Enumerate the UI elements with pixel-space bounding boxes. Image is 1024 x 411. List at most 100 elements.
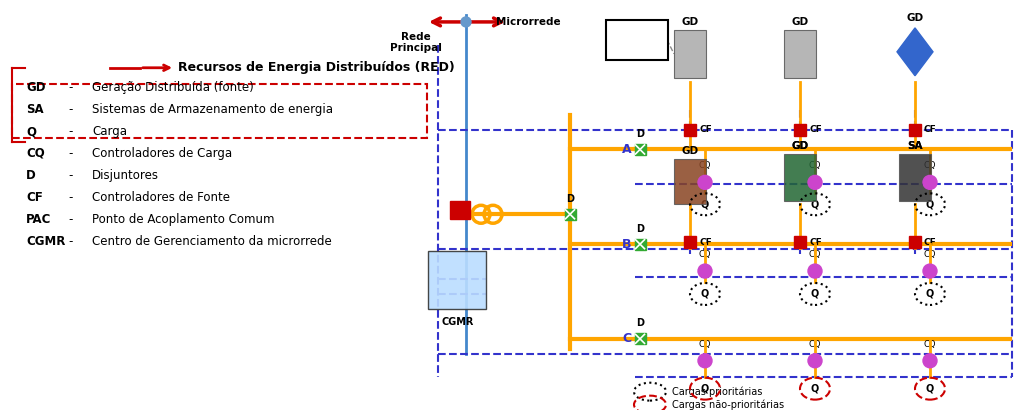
Text: -: -	[68, 147, 73, 160]
Text: SA: SA	[907, 141, 923, 152]
Text: Controladores de Carga: Controladores de Carga	[92, 147, 232, 160]
Text: Disjuntores: Disjuntores	[92, 169, 159, 182]
Bar	[450, 201, 470, 219]
Text: Q: Q	[926, 289, 934, 299]
Bar	[564, 209, 575, 220]
Text: CQ: CQ	[26, 147, 45, 160]
Circle shape	[461, 17, 471, 27]
Bar	[635, 239, 645, 249]
Text: GD: GD	[26, 81, 45, 94]
Text: B: B	[622, 238, 632, 251]
Text: A: A	[622, 143, 632, 156]
Text: SA: SA	[907, 141, 923, 152]
Text: CQ: CQ	[698, 250, 712, 259]
FancyBboxPatch shape	[606, 20, 668, 60]
Text: PAC: PAC	[451, 207, 470, 216]
Text: CGMR: CGMR	[441, 317, 474, 327]
Circle shape	[698, 264, 712, 278]
Text: Q: Q	[700, 199, 710, 209]
Bar	[428, 251, 486, 309]
Text: Q: Q	[811, 384, 819, 394]
Text: CQ: CQ	[809, 162, 821, 171]
Bar	[635, 333, 645, 344]
Text: Q: Q	[811, 289, 819, 299]
Text: Q: Q	[700, 289, 710, 299]
Text: CQ: CQ	[698, 162, 712, 171]
Text: CQ: CQ	[924, 162, 936, 171]
Bar	[909, 236, 921, 248]
Text: CF: CF	[924, 238, 937, 247]
Text: -: -	[68, 213, 73, 226]
Bar	[684, 124, 696, 136]
Text: Ponto de Acoplamento Comum: Ponto de Acoplamento Comum	[92, 213, 274, 226]
Text: D: D	[636, 224, 644, 234]
Circle shape	[808, 175, 822, 189]
Text: CF: CF	[809, 125, 821, 134]
Text: CQ: CQ	[809, 250, 821, 259]
Text: CF: CF	[699, 125, 712, 134]
Bar	[684, 236, 696, 248]
Bar	[674, 30, 706, 78]
Text: Q: Q	[700, 384, 710, 394]
Text: CF: CF	[26, 191, 43, 204]
Text: Rede
Principal: Rede Principal	[390, 32, 442, 53]
Text: PAC: PAC	[26, 213, 51, 226]
Text: SA: SA	[26, 103, 44, 116]
Text: C: C	[622, 332, 631, 345]
Text: Q: Q	[811, 199, 819, 209]
Circle shape	[808, 264, 822, 278]
Bar	[794, 236, 806, 248]
Text: GD: GD	[681, 17, 698, 27]
Circle shape	[923, 354, 937, 368]
Text: GD: GD	[792, 141, 809, 152]
Text: -: -	[68, 103, 73, 116]
Text: Controladores de Fonte: Controladores de Fonte	[92, 191, 230, 204]
Text: CF: CF	[699, 238, 712, 247]
Bar	[909, 124, 921, 136]
Bar	[674, 159, 706, 204]
Text: D: D	[636, 319, 644, 328]
Bar	[899, 155, 931, 201]
Circle shape	[808, 354, 822, 368]
Text: CF: CF	[924, 125, 937, 134]
Text: CQ: CQ	[924, 250, 936, 259]
Text: Geração Distribuída (fonte): Geração Distribuída (fonte)	[92, 81, 254, 94]
Text: CF: CF	[809, 238, 821, 247]
Text: D: D	[26, 169, 36, 182]
Text: Microrrede: Microrrede	[496, 17, 560, 27]
Text: CQ: CQ	[698, 340, 712, 349]
Text: Q: Q	[26, 125, 36, 138]
Circle shape	[698, 354, 712, 368]
Text: GD: GD	[906, 13, 924, 23]
Bar	[784, 155, 816, 201]
Text: Centro de Gerenciamento da microrrede: Centro de Gerenciamento da microrrede	[92, 235, 332, 248]
Bar	[784, 30, 816, 78]
Text: Carga: Carga	[92, 125, 127, 138]
Text: Carga
Térmica: Carga Térmica	[617, 27, 660, 48]
Text: Q: Q	[926, 384, 934, 394]
Bar	[635, 144, 645, 155]
Text: GD: GD	[792, 141, 809, 152]
Text: CQ: CQ	[809, 340, 821, 349]
Text: Recursos de Energia Distribuídos (RED): Recursos de Energia Distribuídos (RED)	[178, 61, 455, 74]
Text: GD: GD	[681, 146, 698, 157]
Text: -: -	[68, 191, 73, 204]
Text: -: -	[68, 235, 73, 248]
Circle shape	[923, 264, 937, 278]
Bar	[794, 124, 806, 136]
Text: CGMR: CGMR	[26, 235, 66, 248]
Text: D: D	[566, 194, 574, 204]
Text: -: -	[68, 125, 73, 138]
Text: Cargas não-prioritárias: Cargas não-prioritárias	[672, 399, 784, 410]
Circle shape	[923, 175, 937, 189]
Circle shape	[698, 175, 712, 189]
Text: D: D	[636, 129, 644, 139]
Text: Sistemas de Armazenamento de energia: Sistemas de Armazenamento de energia	[92, 103, 333, 116]
Text: Cargas prioritárias: Cargas prioritárias	[672, 386, 763, 397]
Text: -: -	[68, 81, 73, 94]
Text: CQ: CQ	[924, 340, 936, 349]
Polygon shape	[897, 28, 933, 76]
Text: GD: GD	[792, 17, 809, 27]
Text: -: -	[68, 169, 73, 182]
Text: Q: Q	[926, 199, 934, 209]
